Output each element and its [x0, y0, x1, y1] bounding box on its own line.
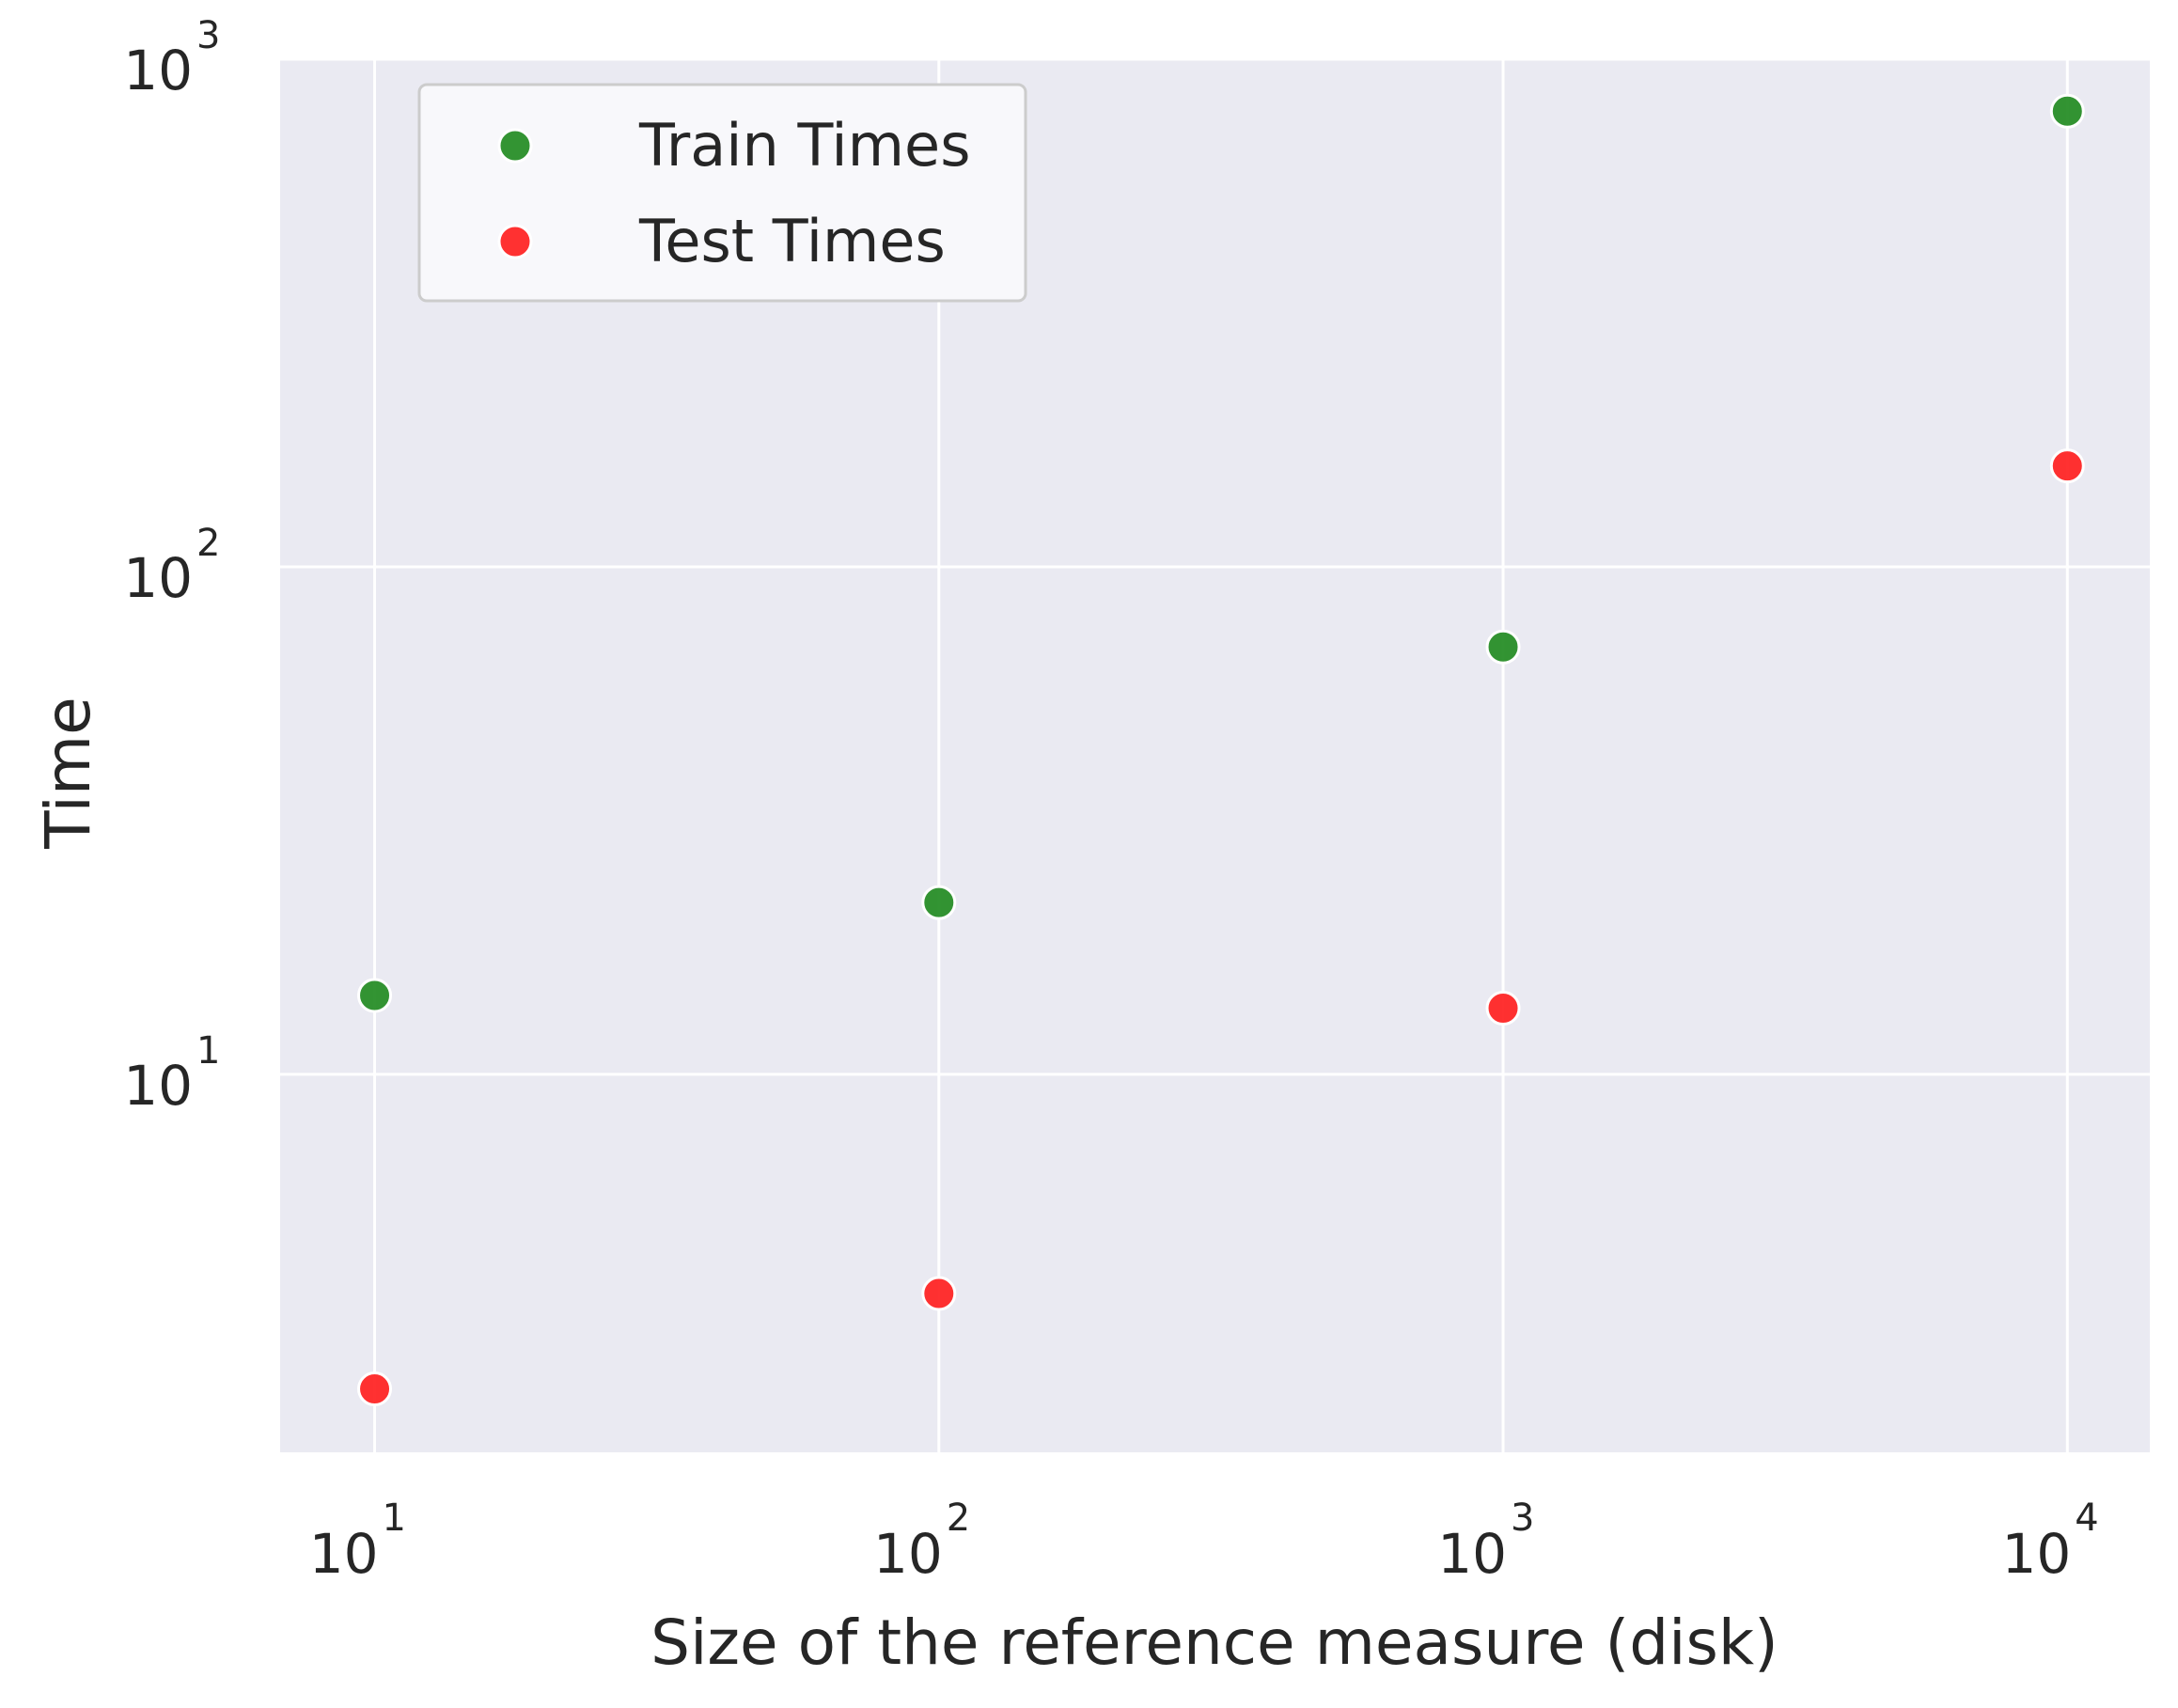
y-tick-exponent: 3 [196, 14, 220, 57]
y-tick-base: 10 [123, 546, 193, 610]
x-tick-base: 10 [309, 1522, 379, 1586]
data-point [2049, 448, 2085, 484]
y-tick-exponent: 2 [196, 522, 220, 565]
data-point [1485, 629, 1521, 665]
x-tick-base: 10 [1437, 1522, 1507, 1586]
x-tick-base: 10 [873, 1522, 943, 1586]
legend-box [417, 83, 1027, 303]
data-point [921, 885, 957, 920]
data-point [1485, 991, 1521, 1026]
legend-label: Test Times [638, 207, 946, 275]
x-tick-exponent: 2 [947, 1496, 970, 1540]
series-train-times [357, 93, 2085, 1013]
data-point [921, 1276, 957, 1311]
legend-marker [497, 128, 533, 164]
legend: Train Times Test Times [417, 83, 1027, 303]
legend-item: Train Times [497, 111, 971, 180]
series-test-times [357, 448, 2085, 1407]
x-tick-base: 10 [2001, 1522, 2071, 1586]
y-axis-label: Time [32, 697, 104, 850]
y-tick-label: 103 [123, 14, 220, 102]
x-axis-label: Size of the reference measure (disk) [650, 1606, 1778, 1679]
x-tick-exponent: 3 [1511, 1496, 1534, 1540]
legend-marker [497, 224, 533, 259]
data-point [357, 1371, 393, 1407]
y-tick-base: 10 [123, 1054, 193, 1118]
y-tick-label: 101 [123, 1029, 220, 1118]
y-tick-exponent: 1 [196, 1029, 220, 1073]
legend-label: Train Times [638, 111, 971, 180]
data-point [2049, 93, 2085, 129]
y-tick-base: 10 [123, 39, 193, 102]
x-tick-exponent: 1 [383, 1496, 406, 1540]
x-tick-exponent: 4 [2075, 1496, 2098, 1540]
x-tick-label: 103 [1437, 1496, 1534, 1586]
x-tick-label: 101 [309, 1496, 406, 1586]
data-points [357, 93, 2085, 1407]
y-tick-label: 102 [123, 522, 220, 610]
legend-item: Test Times [497, 207, 946, 275]
x-tick-label: 102 [873, 1496, 970, 1586]
x-tick-label: 104 [2001, 1496, 2098, 1586]
data-point [357, 978, 393, 1013]
